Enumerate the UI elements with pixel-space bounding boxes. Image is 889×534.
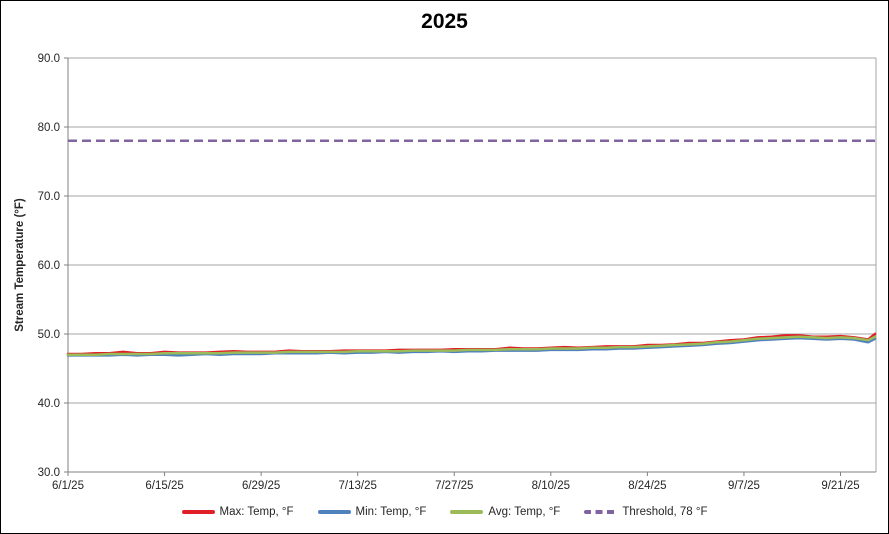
- x-tick-label: 8/24/25: [628, 480, 666, 492]
- x-tick-label: 6/29/25: [242, 480, 280, 492]
- legend-label-avg: Avg: Temp, °F: [488, 506, 561, 518]
- y-tick-label: 50.0: [38, 329, 60, 341]
- legend-label-max: Max: Temp, °F: [219, 506, 294, 518]
- chart-legend: Max: Temp, °F Min: Temp, °F Avg: Temp, °F T…: [1, 501, 888, 523]
- y-axis-title: Stream Temperature (°F): [14, 198, 26, 332]
- series-line-avg: [66, 335, 877, 356]
- y-tick-label: 70.0: [38, 191, 60, 203]
- x-tick-label: 6/15/25: [145, 480, 183, 492]
- x-tick-label: 8/10/25: [532, 480, 570, 492]
- y-tick-label: 80.0: [38, 122, 60, 134]
- y-tick-label: 30.0: [38, 467, 60, 479]
- x-tick-label: 9/21/25: [821, 480, 859, 492]
- legend-item-threshold: Threshold, 78 °F: [584, 506, 707, 518]
- legend-swatch-min-line-icon: [317, 510, 351, 514]
- x-tick-label: 9/7/25: [728, 480, 760, 492]
- x-tick-label: 7/27/25: [435, 480, 473, 492]
- y-tick-label: 60.0: [38, 260, 60, 272]
- legend-item-avg: Avg: Temp, °F: [450, 506, 560, 518]
- y-tick-label: 40.0: [38, 398, 60, 410]
- y-tick-label: 90.0: [38, 53, 60, 65]
- legend-label-threshold: Threshold, 78 °F: [622, 506, 708, 518]
- legend-swatch-max-line-icon: [181, 510, 215, 514]
- legend-item-max: Max: Temp, °F: [181, 506, 294, 518]
- legend-item-min: Min: Temp, °F: [317, 506, 427, 518]
- legend-swatch-threshold-dashed-line-icon: [584, 510, 618, 514]
- x-tick-label: 7/13/25: [339, 480, 377, 492]
- legend-label-min: Min: Temp, °F: [355, 506, 427, 518]
- chart-title: 2025: [421, 10, 468, 33]
- x-tick-label: 6/1/25: [52, 480, 84, 492]
- legend-swatch-avg-line-icon: [450, 510, 484, 514]
